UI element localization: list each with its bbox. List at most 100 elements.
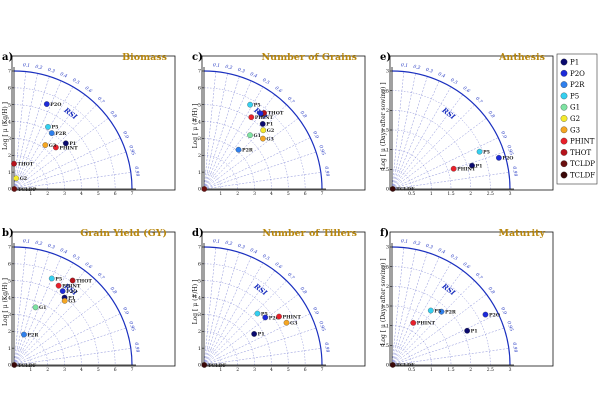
rsi-spoke [203,172,321,190]
point-label: P2O [502,156,513,162]
point-label: PHINT [417,321,436,327]
y-tick-label: 0 [198,363,201,369]
rsi-spoke [203,104,287,190]
rsi-tick-label: 0.9 [121,130,130,139]
point-p1 [469,162,475,169]
x-tick-label: 1 [29,367,32,373]
y-axis-label: Log [ μ (#/H) ] [192,280,199,325]
y-axis-label: Log [ μ (Kg/H) ] [2,278,9,326]
rsi-spoke [13,76,50,190]
rsi-tick-label: 0.6 [84,85,93,94]
rsi-spoke [391,86,452,190]
rsi-spoke [203,256,252,366]
rsi-tick-label: 0.5 [71,77,80,86]
x-tick-label: 1 [430,367,433,373]
panel-frame [389,55,554,191]
rsi-spoke [203,76,240,190]
point-label: G3 [266,136,274,142]
rsi-spoke [391,104,475,190]
point-tcldp [11,186,18,192]
y-tick-label: 5 [8,278,11,284]
point-thot [69,277,76,284]
point-p2o [59,288,66,294]
rsi-tick-label: 0.3 [425,243,434,251]
sd-arc [391,149,432,190]
x-tick-label: 2 [236,191,239,197]
point-phint [53,144,59,151]
point-phint [55,282,62,289]
x-tick-label: 4 [270,367,273,373]
rsi-spoke [13,94,85,190]
point-g3 [283,319,290,326]
panel-letter: a) [2,52,13,63]
point-p5 [247,101,253,108]
point-p2r [235,146,242,153]
y-tick-label: 4 [8,295,11,301]
panel-title: Maturity [499,228,546,239]
point-g2 [260,127,267,134]
rsi-spoke [391,280,475,366]
y-tick-label: 0 [386,363,389,369]
rsi-spoke [391,73,416,190]
y-tick-label: 3 [198,136,201,142]
rsi-tick-label: 0.5 [449,77,458,86]
point-p2o [262,314,269,321]
rsi-spoke [13,327,127,366]
x-tick-label: 1 [29,191,32,197]
rsi-tick-label: 0.8 [487,286,496,295]
y-tick-label: 4 [198,295,201,301]
point-p1 [464,327,471,334]
legend: P1 P2O P2R P5 G1 G2 G3 PHINT THOT TCLDP TCLDF [556,53,598,185]
sd-arc [13,347,32,366]
legend-label: PHINT [570,138,595,146]
y-tick-label: 6 [8,86,11,92]
rsi-spoke [391,71,405,190]
x-tick-label: 3 [253,367,256,373]
sd-arc [203,297,272,366]
x-tick-label: 3 [63,191,66,197]
point-tcldf [201,362,208,368]
y-axis-label: Log [ μ (#/H) ] [192,104,199,149]
point-label: THOT [268,111,284,117]
rsi-spoke [13,313,121,366]
sd-arc [391,129,452,190]
point-label: PHINT [59,145,78,151]
rsi-tick-label: 0.6 [462,85,471,94]
rsi-spoke [203,252,240,366]
panel-letter: c) [192,52,203,63]
sd-arc [13,314,65,366]
rsi-tick-label: 0.5 [261,77,270,86]
point-phint [276,313,282,320]
legend-marker-p2r [560,81,568,88]
y-tick-label: 1 [386,147,389,153]
y-tick-label: 0 [386,187,389,193]
rsi-tick-label: 0.95 [317,321,326,333]
y-tick-label: 3 [386,245,389,251]
point-label: PHINT [283,314,302,320]
panel-letter: e) [380,52,391,63]
panel-letter: d) [192,228,204,239]
y-tick-label: 1 [198,346,201,352]
rsi-spoke [13,270,85,366]
rsi-tick-label: 0.95 [317,145,326,157]
rsi-spoke [13,280,97,366]
y-tick-label: 3 [8,312,11,318]
x-tick-label: 2 [469,367,472,373]
point-label: P5 [261,311,268,317]
point-p5 [45,124,51,130]
rsi-spoke [203,73,228,190]
sd-arc [13,297,82,366]
rsi-spoke [203,151,317,190]
rsi-tick-label: 0.95 [505,145,514,157]
legend-label: P1 [570,59,579,67]
point-label: P1 [69,141,76,147]
y-tick-label: 2.5 [381,88,389,94]
rsi-spoke [391,313,499,366]
point-tcldp [201,186,208,192]
panel-frame [389,231,554,367]
point-label: TCLDF [208,363,227,369]
point-g1 [247,132,253,139]
x-tick-label: 6 [114,367,117,373]
y-tick-label: 7 [198,69,201,75]
